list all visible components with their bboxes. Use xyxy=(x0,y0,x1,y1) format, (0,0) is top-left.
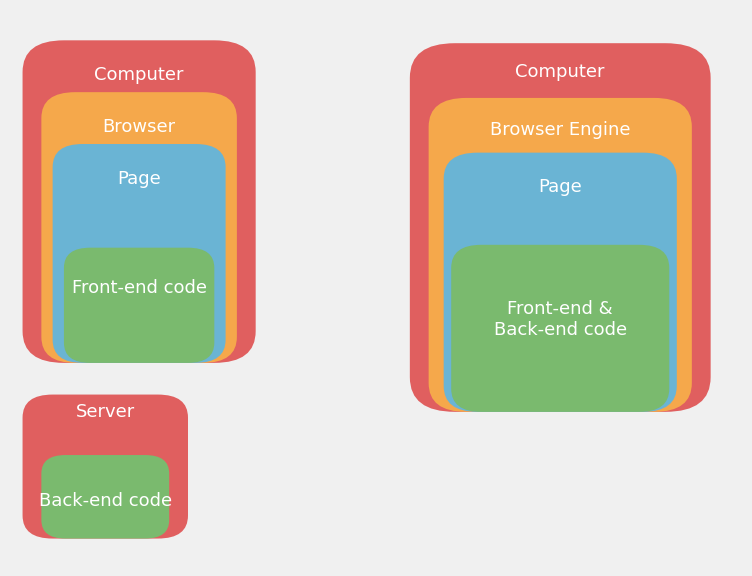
FancyBboxPatch shape xyxy=(444,153,677,412)
Text: Computer: Computer xyxy=(94,66,184,84)
Text: Computer: Computer xyxy=(515,63,605,81)
FancyBboxPatch shape xyxy=(41,455,169,539)
FancyBboxPatch shape xyxy=(53,144,226,363)
Text: Browser: Browser xyxy=(102,118,176,136)
FancyBboxPatch shape xyxy=(451,245,669,412)
Text: Server: Server xyxy=(76,403,135,421)
Text: Page: Page xyxy=(538,178,582,196)
Text: Browser Engine: Browser Engine xyxy=(490,120,630,139)
Text: Page: Page xyxy=(117,169,161,188)
FancyBboxPatch shape xyxy=(41,92,237,363)
Text: Back-end code: Back-end code xyxy=(38,492,172,510)
Text: Front-end code: Front-end code xyxy=(71,279,207,297)
FancyBboxPatch shape xyxy=(23,40,256,363)
FancyBboxPatch shape xyxy=(429,98,692,412)
FancyBboxPatch shape xyxy=(23,395,188,539)
Text: Front-end &
Back-end code: Front-end & Back-end code xyxy=(493,300,627,339)
FancyBboxPatch shape xyxy=(64,248,214,363)
FancyBboxPatch shape xyxy=(410,43,711,412)
